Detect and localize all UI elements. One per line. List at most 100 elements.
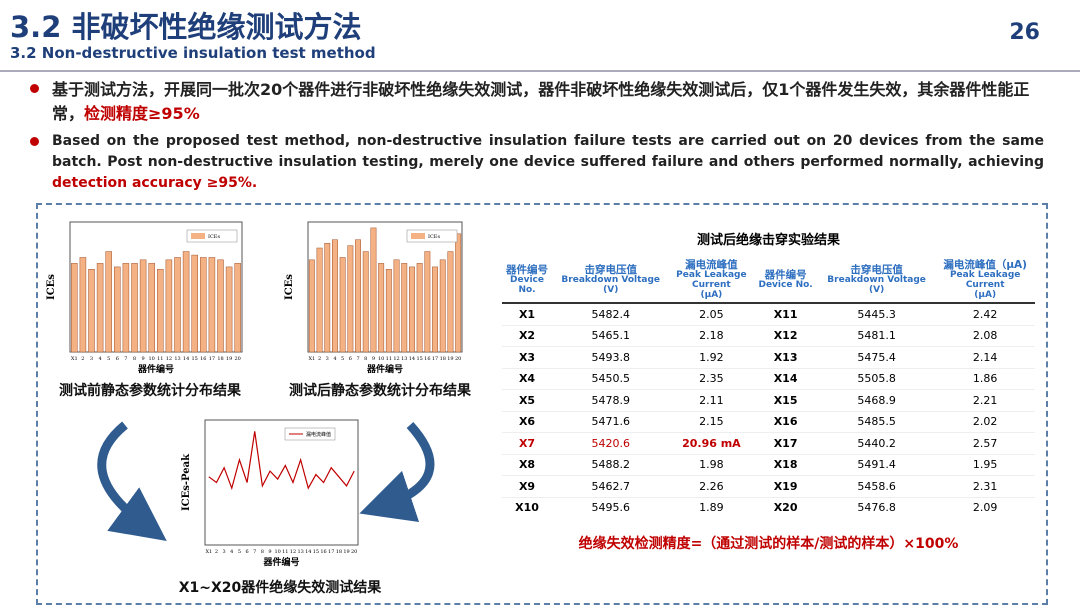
bar bbox=[131, 263, 138, 353]
table-cell: 5491.4 bbox=[817, 453, 936, 476]
bar bbox=[455, 233, 462, 353]
table-cell: 20.96 mA bbox=[669, 432, 754, 454]
x-tick-label: 9 bbox=[268, 549, 271, 555]
table-cell: X4 bbox=[502, 367, 553, 390]
table-cell: 5471.6 bbox=[552, 410, 670, 433]
bar bbox=[332, 239, 338, 353]
x-tick-label: 20 bbox=[455, 356, 461, 362]
table-cell: X12 bbox=[753, 324, 818, 347]
content-frame bbox=[36, 203, 1048, 605]
bullet-highlight: detection accuracy ≥95%. bbox=[52, 175, 258, 191]
table-cell: X8 bbox=[502, 453, 553, 476]
table-row: X10 5495.6 1.89 X20 5476.8 2.09 bbox=[502, 496, 1035, 518]
x-tick-label: 19 bbox=[447, 356, 453, 362]
table-cell: 5420.6 bbox=[552, 432, 670, 454]
table-row: X7 5420.6 20.96 mA X17 5440.2 2.57 bbox=[502, 432, 1035, 454]
legend-label: ICEs bbox=[208, 234, 220, 240]
bar bbox=[71, 263, 78, 353]
x-tick-label: X1 bbox=[71, 356, 78, 362]
bar bbox=[217, 259, 224, 353]
x-tick-label: X1 bbox=[308, 356, 315, 362]
x-tick-label: 13 bbox=[174, 356, 180, 362]
x-tick-label: 11 bbox=[157, 356, 163, 362]
header-line: (μA) bbox=[700, 290, 723, 300]
column-header: 漏电流峰值（μA) Peak Leakage Current (μA) bbox=[935, 258, 1035, 304]
x-axis-label: 器件编号 bbox=[262, 556, 299, 568]
table-cell: X14 bbox=[753, 367, 818, 390]
table-cell: 5465.1 bbox=[552, 324, 670, 347]
caption: X1~X20器件绝缘失效测试结果 bbox=[178, 580, 382, 596]
y-axis-label: ICEs-Peak bbox=[181, 453, 192, 511]
table-row: X3 5493.8 1.92 X13 5475.4 2.14 bbox=[502, 346, 1035, 368]
bar bbox=[200, 257, 207, 353]
x-tick-label: 2 bbox=[81, 356, 84, 362]
header-rule bbox=[0, 70, 1080, 72]
x-tick-label: 10 bbox=[378, 356, 384, 362]
table-cell: 2.57 bbox=[935, 432, 1035, 454]
bar bbox=[308, 259, 315, 353]
x-tick-label: 14 bbox=[305, 549, 311, 555]
header-line: Device bbox=[510, 275, 544, 285]
table-cell: 5495.6 bbox=[552, 496, 670, 518]
x-tick-label: 16 bbox=[424, 356, 430, 362]
bar bbox=[316, 247, 323, 353]
table-cell: X9 bbox=[502, 475, 553, 497]
bar bbox=[439, 259, 446, 353]
x-tick-label: 18 bbox=[217, 356, 223, 362]
column-header: 器件编号 Device No. bbox=[753, 258, 818, 304]
header-line: Breakdown Voltage bbox=[561, 275, 661, 285]
bar bbox=[122, 263, 130, 353]
column-header: 漏电流峰值 Peak Leakage Current (μA) bbox=[669, 258, 754, 304]
x-tick-label: 16 bbox=[320, 549, 326, 555]
header-line: Current bbox=[692, 280, 731, 290]
table-row: X2 5465.1 2.18 X12 5481.1 2.08 bbox=[502, 324, 1035, 347]
x-tick-label: 13 bbox=[297, 549, 303, 555]
x-tick-label: 15 bbox=[416, 356, 422, 362]
bar bbox=[339, 257, 346, 353]
legend-swatch bbox=[191, 233, 205, 239]
x-tick-label: 3 bbox=[90, 356, 93, 362]
bar bbox=[79, 257, 87, 353]
x-tick-label: 7 bbox=[356, 356, 359, 362]
x-tick-label: 7 bbox=[253, 549, 256, 555]
header-line: No. bbox=[518, 285, 536, 295]
table-cell: X16 bbox=[753, 410, 818, 433]
x-tick-label: 13 bbox=[401, 356, 407, 362]
table-cell: X10 bbox=[502, 496, 553, 518]
x-tick-label: 9 bbox=[142, 356, 145, 362]
table-cell: 1.92 bbox=[669, 346, 754, 368]
bar bbox=[424, 251, 431, 353]
table-cell: 5482.4 bbox=[552, 302, 670, 325]
column-header: 击穿电压值 Breakdown Voltage (V) bbox=[817, 258, 936, 304]
x-tick-label: 5 bbox=[238, 549, 241, 555]
bar bbox=[225, 266, 233, 353]
table-cell: 1.95 bbox=[935, 453, 1035, 476]
table-cell: 1.86 bbox=[935, 367, 1035, 390]
table-cell: X13 bbox=[753, 346, 818, 368]
caption: 测试前静态参数统计分布结果 bbox=[59, 383, 241, 399]
bullet: Based on the proposed test method, non-d… bbox=[30, 131, 1044, 194]
x-tick-label: 18 bbox=[440, 356, 446, 362]
bullet-text: 基于测试方法，开展同一批次20个器件进行非破坏性绝缘失效测试，器件非破坏性绝缘失… bbox=[52, 80, 1030, 123]
x-tick-label: 8 bbox=[261, 549, 264, 555]
header-line: Breakdown Voltage bbox=[827, 275, 926, 285]
header-line: Peak Leakage bbox=[949, 270, 1021, 280]
x-tick-label: 12 bbox=[290, 549, 296, 555]
x-tick-label: 10 bbox=[149, 356, 155, 362]
table-cell: 5445.3 bbox=[817, 302, 936, 325]
legend-swatch bbox=[411, 233, 425, 239]
bar bbox=[432, 266, 438, 353]
table-cell: 5468.9 bbox=[817, 389, 936, 411]
header-line: Current bbox=[965, 280, 1005, 290]
bullet-text: Based on the proposed test method, non-d… bbox=[52, 133, 1044, 170]
x-tick-label: 4 bbox=[99, 356, 102, 362]
table-cell: 2.09 bbox=[935, 496, 1035, 518]
bullet-highlight: 检测精度≥95% bbox=[84, 104, 200, 123]
bar bbox=[370, 227, 377, 353]
x-tick-label: 2 bbox=[215, 549, 218, 555]
table-cell: X3 bbox=[502, 346, 553, 368]
bar bbox=[157, 269, 164, 353]
table-cell: X20 bbox=[753, 496, 818, 518]
table-cell: 2.14 bbox=[935, 346, 1035, 368]
